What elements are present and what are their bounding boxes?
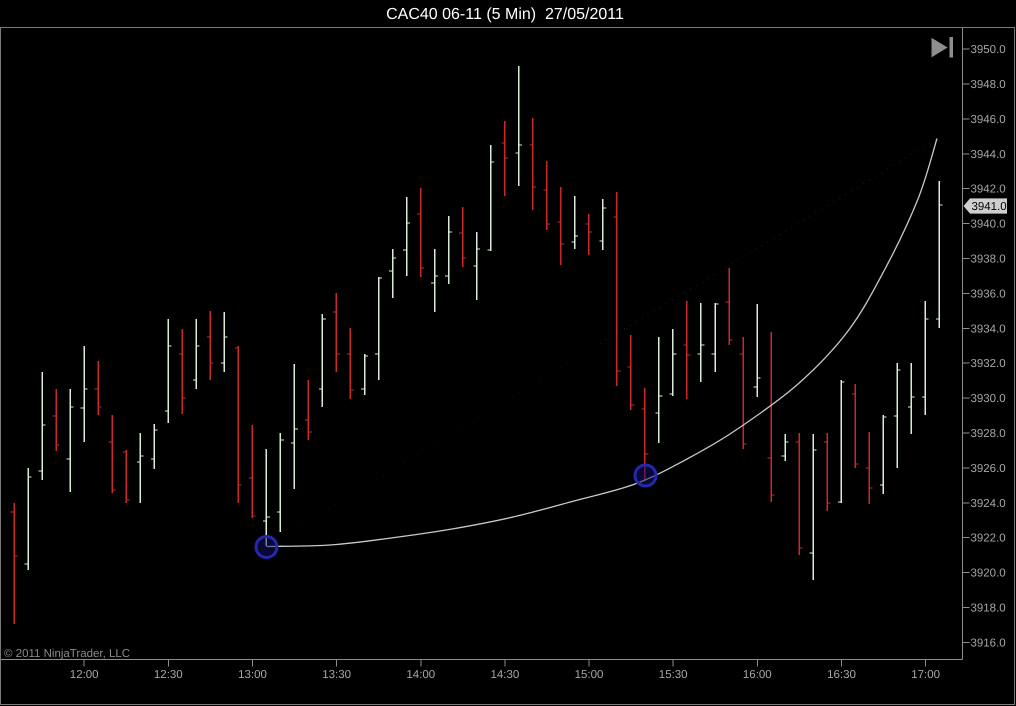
svg-text:3922.0: 3922.0 — [971, 533, 1006, 545]
svg-text:12:30: 12:30 — [154, 669, 183, 681]
svg-text:3940.0: 3940.0 — [971, 219, 1006, 231]
svg-text:3942.0: 3942.0 — [971, 184, 1006, 196]
svg-text:16:00: 16:00 — [743, 669, 772, 681]
svg-text:15:00: 15:00 — [575, 669, 604, 681]
svg-text:© 2011 NinjaTrader, LLC: © 2011 NinjaTrader, LLC — [4, 648, 130, 660]
svg-text:CAC40 06-11 (5 Min) 27/05/201: CAC40 06-11 (5 Min) 27/05/2011 — [386, 6, 624, 23]
svg-text:3924.0: 3924.0 — [971, 498, 1006, 510]
svg-text:17:00: 17:00 — [911, 669, 940, 681]
svg-text:3938.0: 3938.0 — [971, 254, 1006, 266]
svg-text:3934.0: 3934.0 — [971, 323, 1006, 335]
svg-text:3926.0: 3926.0 — [971, 463, 1006, 475]
svg-text:3948.0: 3948.0 — [971, 79, 1006, 91]
svg-text:3928.0: 3928.0 — [971, 428, 1006, 440]
svg-text:16:30: 16:30 — [827, 669, 856, 681]
svg-text:13:00: 13:00 — [238, 669, 267, 681]
svg-text:14:30: 14:30 — [491, 669, 520, 681]
svg-text:3946.0: 3946.0 — [971, 114, 1006, 126]
svg-text:3950.0: 3950.0 — [971, 44, 1006, 56]
svg-text:3930.0: 3930.0 — [971, 393, 1006, 405]
svg-text:15:30: 15:30 — [659, 669, 688, 681]
svg-text:3941.0: 3941.0 — [972, 201, 1007, 213]
svg-text:3918.0: 3918.0 — [971, 603, 1006, 615]
svg-text:13:30: 13:30 — [322, 669, 351, 681]
svg-text:12:00: 12:00 — [70, 669, 99, 681]
svg-text:3932.0: 3932.0 — [971, 358, 1006, 370]
svg-text:3920.0: 3920.0 — [971, 568, 1006, 580]
svg-text:3944.0: 3944.0 — [971, 149, 1006, 161]
svg-text:3936.0: 3936.0 — [971, 288, 1006, 300]
svg-text:3916.0: 3916.0 — [971, 637, 1006, 649]
svg-text:14:00: 14:00 — [406, 669, 435, 681]
